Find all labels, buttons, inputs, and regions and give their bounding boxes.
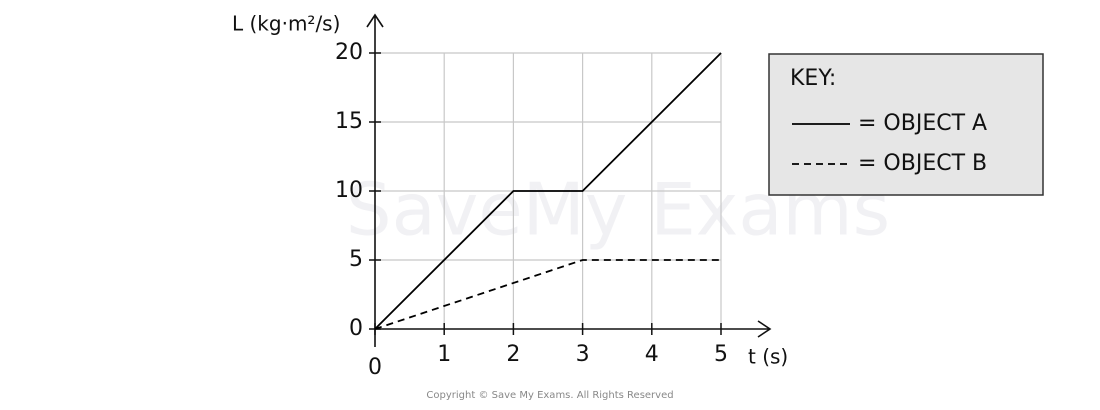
series-line [374, 259, 721, 330]
x-axis [375, 320, 772, 338]
series-line [374, 52, 722, 330]
y-tick-label: 10 [335, 178, 363, 203]
x-tick-label: 2 [506, 342, 520, 367]
legend-title: KEY: [790, 66, 836, 91]
y-axis-label: L (kg·m²/s) [232, 12, 340, 36]
x-tick-label: 3 [576, 342, 590, 367]
y-tick-label: 15 [335, 109, 363, 134]
x-tick-label: 1 [437, 342, 451, 367]
x-axis-label: t (s) [748, 345, 788, 369]
y-axis [366, 13, 384, 347]
legend-label: = OBJECT B [858, 151, 987, 176]
x-tick-label: 4 [645, 342, 659, 367]
x-tick-label: 0 [368, 355, 382, 380]
copyright: Copyright © Save My Exams. All Rights Re… [426, 390, 673, 401]
y-tick-label: 0 [349, 316, 363, 341]
y-tick-label: 20 [335, 40, 363, 65]
y-tick-label: 5 [349, 247, 363, 272]
x-tick-label: 5 [714, 342, 728, 367]
legend-label: = OBJECT A [858, 111, 987, 136]
